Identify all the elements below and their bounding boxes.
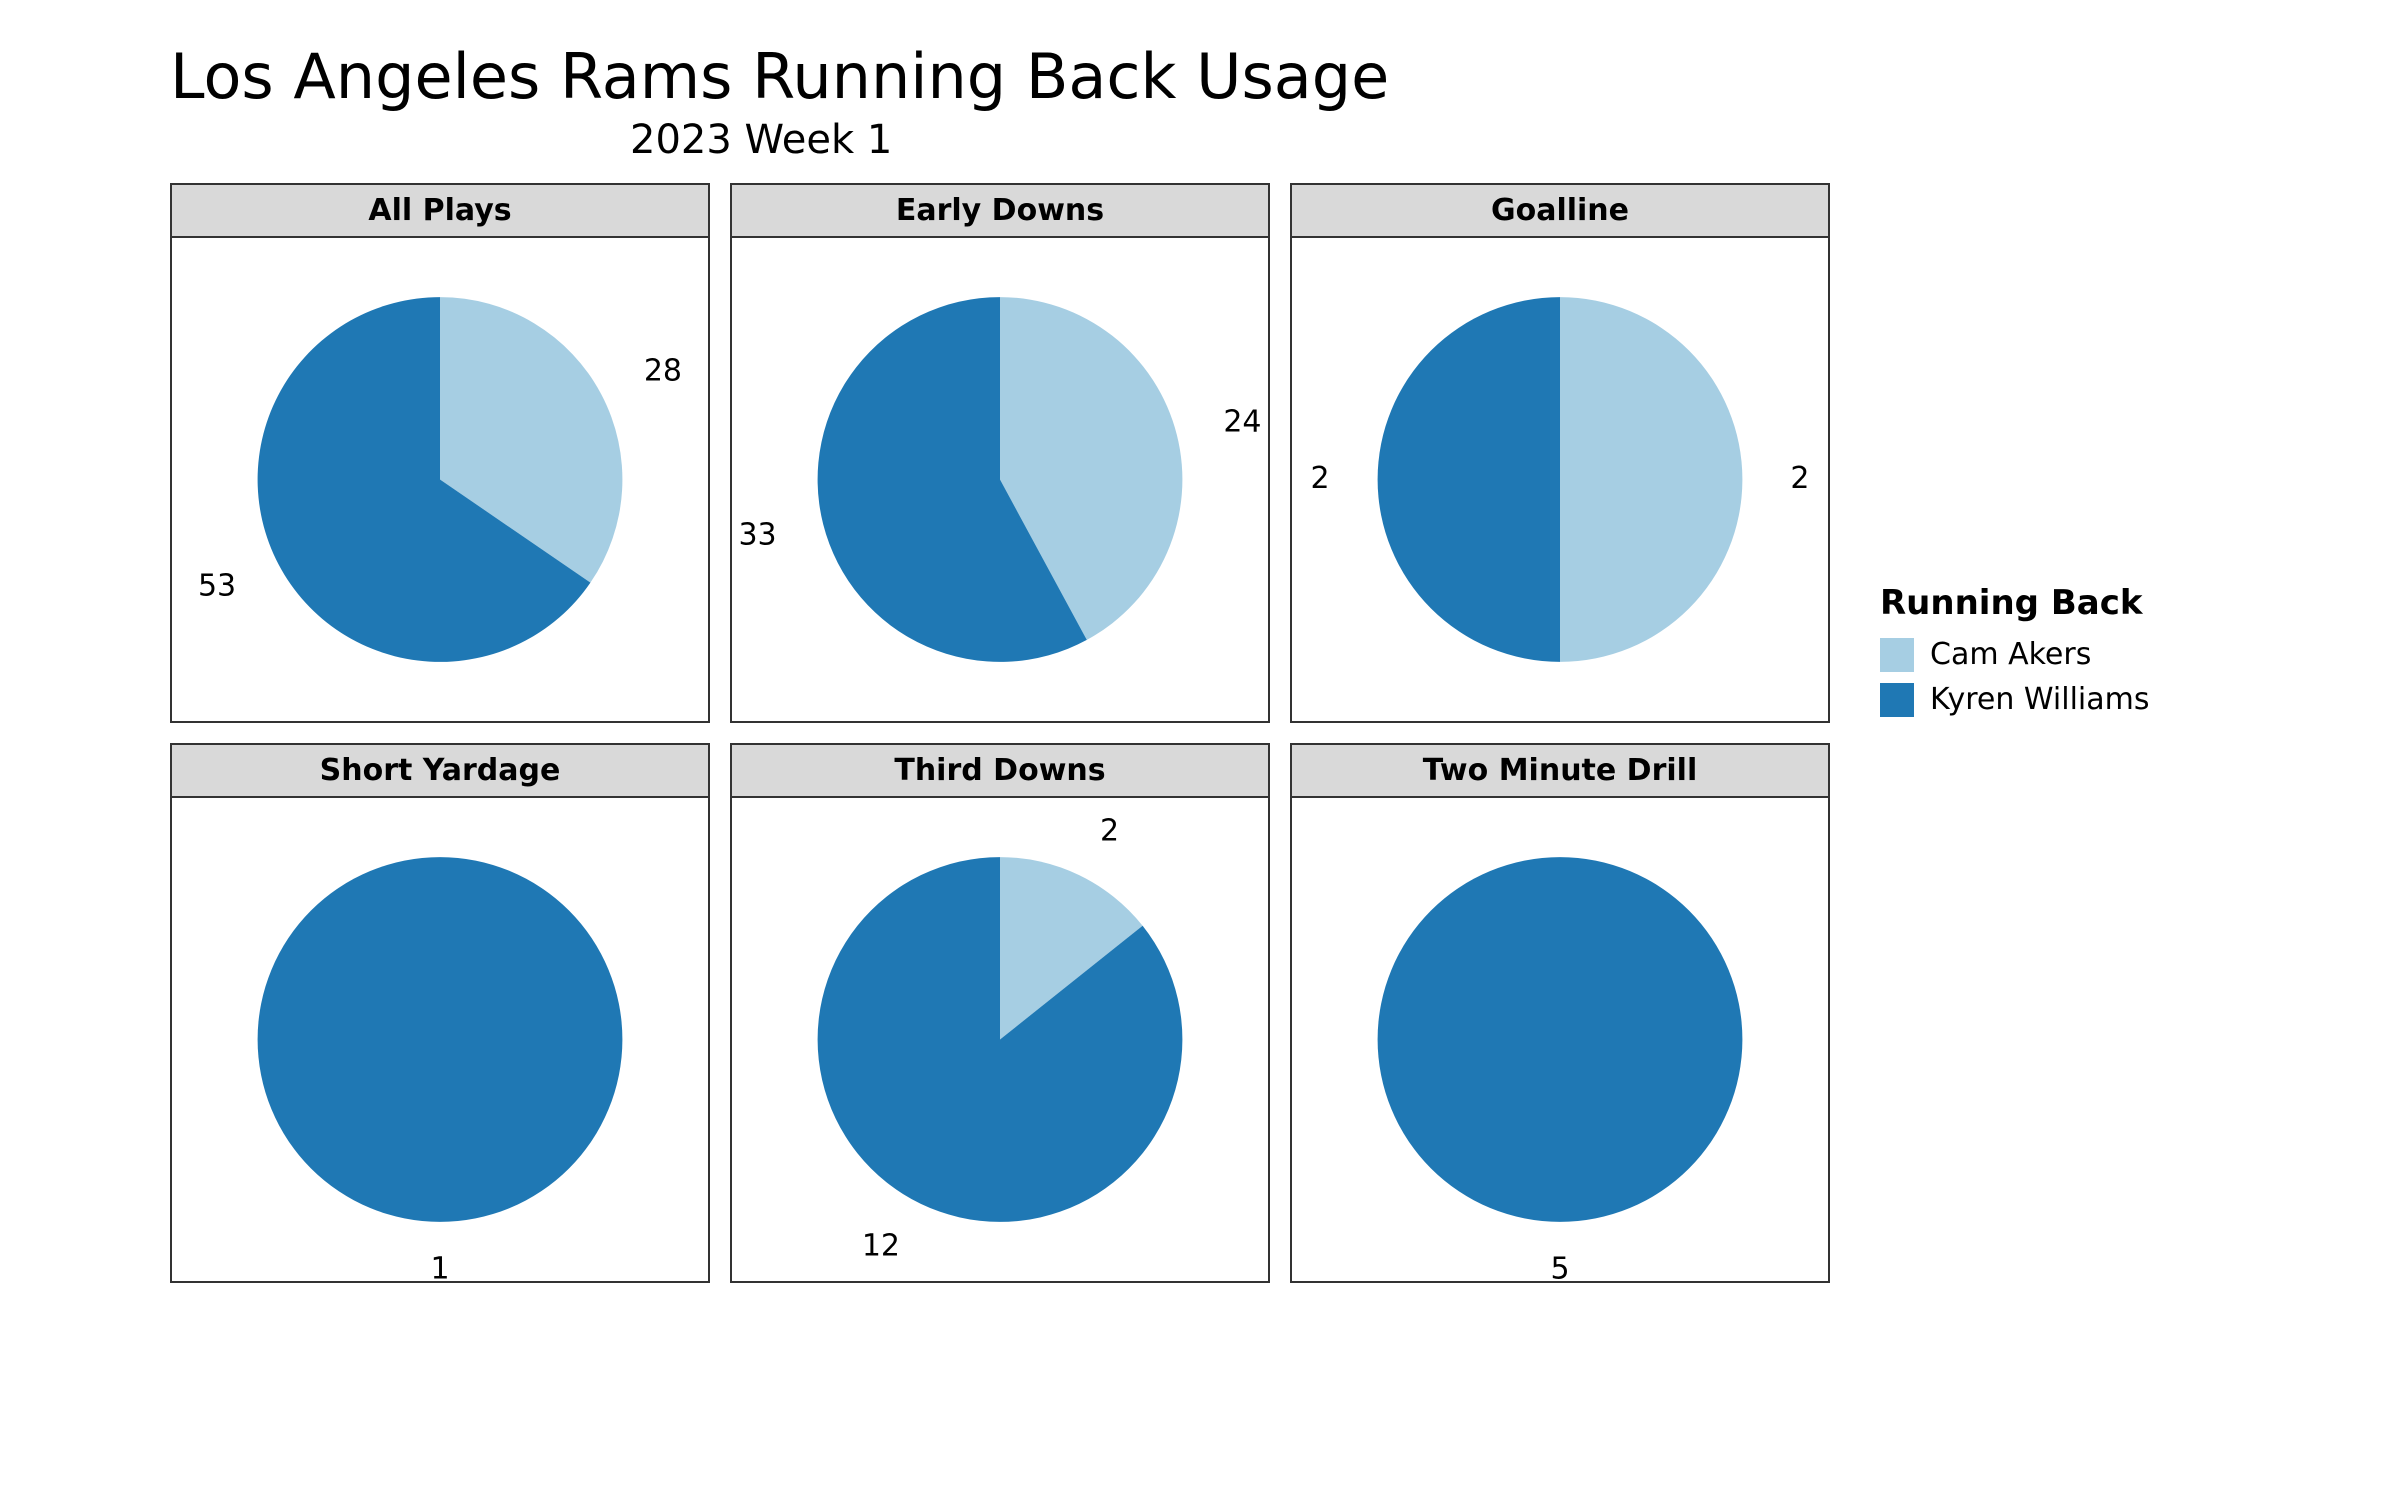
panel-title: All Plays bbox=[172, 185, 708, 238]
pie-value-label: 1 bbox=[430, 1251, 449, 1281]
pie-slice bbox=[1560, 297, 1742, 662]
pie-chart: 24 33 bbox=[732, 238, 1268, 721]
page: Los Angeles Rams Running Back Usage 2023… bbox=[0, 0, 2400, 1500]
legend-title: Running Back bbox=[1880, 583, 2150, 623]
legend-swatch bbox=[1880, 638, 1914, 672]
chart-panel: Third Downs 2 12 bbox=[730, 743, 1270, 1283]
pie-value-label: 28 bbox=[644, 354, 682, 389]
pie-slice bbox=[1378, 297, 1560, 662]
pie-value-label: 12 bbox=[862, 1229, 900, 1264]
title-block: Los Angeles Rams Running Back Usage 2023… bbox=[170, 40, 2340, 163]
panel-title: Goalline bbox=[1292, 185, 1828, 238]
pie-value-label: 24 bbox=[1223, 404, 1261, 439]
pie-grid: All Plays2853Early Downs2433Goalline22Sh… bbox=[170, 183, 1830, 1283]
panel-title: Two Minute Drill bbox=[1292, 745, 1828, 798]
panel-title: Early Downs bbox=[732, 185, 1268, 238]
legend: Running Back Cam Akers Kyren Williams bbox=[1880, 583, 2150, 727]
pie-chart: 5 bbox=[1292, 798, 1828, 1281]
chart-panel: Early Downs 24 33 bbox=[730, 183, 1270, 723]
legend-items: Cam Akers Kyren Williams bbox=[1880, 637, 2150, 717]
pie-slice bbox=[258, 857, 623, 1222]
chart-subtitle: 2023 Week 1 bbox=[170, 117, 2340, 163]
pie-value-label: 2 bbox=[1100, 813, 1119, 848]
legend-label: Cam Akers bbox=[1930, 637, 2091, 672]
panel-body: 2 12 bbox=[732, 798, 1268, 1281]
chart-panel: All Plays 28 53 bbox=[170, 183, 710, 723]
pie-value-label: 5 bbox=[1550, 1251, 1569, 1281]
pie-value-label: 2 bbox=[1311, 461, 1330, 496]
legend-item: Cam Akers bbox=[1880, 637, 2150, 672]
pie-value-label: 53 bbox=[198, 568, 236, 603]
legend-swatch bbox=[1880, 683, 1914, 717]
legend-item: Kyren Williams bbox=[1880, 682, 2150, 717]
panel-body: 5 bbox=[1292, 798, 1828, 1281]
panel-body: 1 bbox=[172, 798, 708, 1281]
pie-value-label: 2 bbox=[1790, 461, 1809, 496]
chart-panel: Goalline22 bbox=[1290, 183, 1830, 723]
panel-title: Short Yardage bbox=[172, 745, 708, 798]
legend-label: Kyren Williams bbox=[1930, 682, 2150, 717]
panel-body: 24 33 bbox=[732, 238, 1268, 721]
panel-body: 28 53 bbox=[172, 238, 708, 721]
content-row: All Plays2853Early Downs2433Goalline22Sh… bbox=[170, 183, 2340, 1283]
chart-panel: Short Yardage 1 bbox=[170, 743, 710, 1283]
panel-title: Third Downs bbox=[732, 745, 1268, 798]
pie-chart: 22 bbox=[1292, 238, 1828, 721]
pie-slice bbox=[1378, 857, 1743, 1222]
pie-chart: 2 12 bbox=[732, 798, 1268, 1281]
panel-body: 22 bbox=[1292, 238, 1828, 721]
pie-value-label: 33 bbox=[738, 518, 776, 553]
chart-panel: Two Minute Drill 5 bbox=[1290, 743, 1830, 1283]
pie-chart: 28 53 bbox=[172, 238, 708, 721]
chart-title: Los Angeles Rams Running Back Usage bbox=[170, 40, 2340, 113]
pie-chart: 1 bbox=[172, 798, 708, 1281]
